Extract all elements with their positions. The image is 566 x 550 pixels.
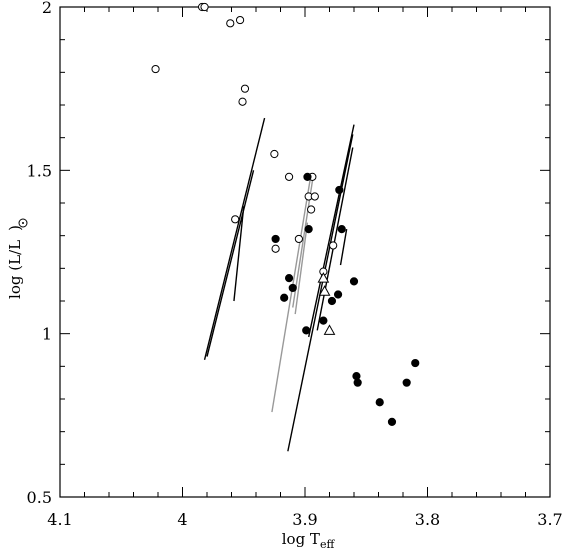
y-tick-label: 1 <box>42 325 52 344</box>
x-tick-label: 4 <box>177 510 187 529</box>
x-tick-label: 3.9 <box>292 510 317 529</box>
open-circle-point <box>231 215 240 224</box>
filled-circle-point <box>302 326 311 335</box>
y-tick-label: 2 <box>42 0 52 17</box>
open-triangle-point <box>317 272 330 283</box>
filled-circle-point <box>387 417 397 426</box>
track-line-segment <box>203 117 266 360</box>
filled-circle-point <box>349 277 359 286</box>
filled-circle-point <box>353 378 362 387</box>
open-circle-point <box>310 192 319 201</box>
open-circle-point <box>200 2 209 12</box>
track-line-segment <box>233 206 245 302</box>
open-circle-point <box>270 149 279 159</box>
track-lines <box>203 117 355 452</box>
filled-circle-point <box>327 296 337 306</box>
x-tick-label: 3.7 <box>537 510 562 529</box>
filled-circle-point <box>288 283 297 293</box>
open-circle-point <box>294 234 303 244</box>
data-points <box>151 2 420 426</box>
track-line-segment <box>271 173 312 413</box>
filled-circle-point <box>303 172 312 181</box>
axis-tick-labels: 4.1 4 3.9 3.8 3.7 0.5 1 1.5 2 <box>27 0 563 529</box>
x-axis-label: log Teff <box>282 530 336 550</box>
svg-text:log (L/L): log (L/L) <box>6 225 24 299</box>
filled-circle-point <box>271 234 280 244</box>
open-circle-point <box>240 84 250 93</box>
track-line-segment <box>294 222 309 315</box>
filled-circle-point <box>402 378 411 387</box>
open-triangle-point <box>318 285 331 296</box>
plot-frame <box>59 6 551 498</box>
filled-circle-point <box>284 274 294 283</box>
track-line-segment <box>307 124 355 338</box>
y-tick-label: 1.5 <box>27 161 52 180</box>
open-circle-point <box>307 205 316 214</box>
open-circle-point <box>151 64 160 74</box>
track-line-segment <box>316 147 354 331</box>
filled-circle-point <box>319 316 328 325</box>
x-tick-label: 4.1 <box>47 510 72 529</box>
filled-circle-point <box>280 293 289 302</box>
open-circle-point <box>235 15 245 25</box>
y-axis-label-close: ) <box>6 225 24 231</box>
sun-symbol-icon <box>18 218 28 228</box>
y-tick-label: 0.5 <box>27 488 52 507</box>
filled-circle-point <box>333 290 343 299</box>
axis-ticks <box>59 6 551 498</box>
open-circle-point <box>226 19 235 28</box>
track-line-segment <box>206 170 255 357</box>
filled-circle-point <box>304 225 313 234</box>
open-circle-point <box>238 97 247 106</box>
filled-circle-point <box>352 372 361 381</box>
y-axis-label-main: log (L/L <box>6 240 24 299</box>
plot-border <box>59 6 551 498</box>
x-axis-label-main: log T <box>282 530 320 548</box>
filled-circle-point <box>335 185 344 195</box>
y-axis-label: log (L/L) <box>6 218 28 299</box>
filled-circle-point <box>375 398 384 407</box>
open-circle-point <box>284 172 294 181</box>
x-axis-label-subscript: eff <box>320 538 336 550</box>
track-line-segment <box>339 229 348 266</box>
filled-circle-point <box>337 225 346 234</box>
filled-circle-point <box>411 358 420 368</box>
open-circle-point <box>329 241 338 250</box>
open-triangle-point <box>323 324 336 335</box>
open-circle-point <box>271 244 280 253</box>
x-tick-label: 3.8 <box>415 510 440 529</box>
